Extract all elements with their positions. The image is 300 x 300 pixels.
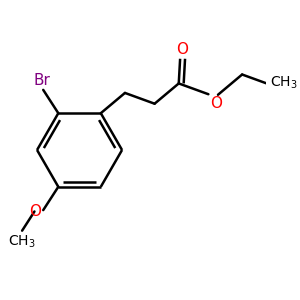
Text: O: O — [29, 204, 41, 219]
Text: Br: Br — [33, 73, 50, 88]
Text: O: O — [210, 96, 222, 111]
Text: CH$_3$: CH$_3$ — [8, 234, 36, 250]
Text: O: O — [177, 42, 189, 57]
Text: CH$_3$: CH$_3$ — [270, 74, 298, 91]
